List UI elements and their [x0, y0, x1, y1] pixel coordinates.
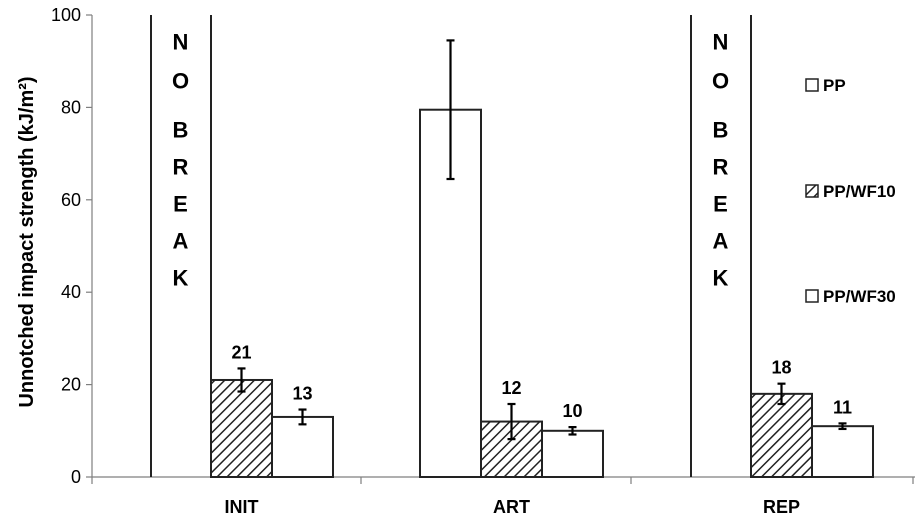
- bar-rep-pp-wf30: [811, 425, 874, 478]
- data-label: 13: [292, 384, 312, 404]
- no-break-letter: K: [173, 265, 189, 290]
- y-tick-label: 60: [61, 190, 81, 210]
- category-label-rep: REP: [763, 497, 800, 517]
- bar-art-pp-wf30: [541, 429, 604, 478]
- data-label: 10: [562, 401, 582, 421]
- no-break-letter: B: [713, 117, 729, 142]
- data-label: 11: [833, 397, 852, 417]
- category-label-art: ART: [493, 497, 530, 517]
- legend-label-pp-wf10: PP/WF10: [823, 182, 896, 201]
- data-label: 21: [231, 342, 251, 362]
- y-tick-label: 100: [51, 5, 81, 25]
- bar-rep-pp-wf10: [750, 392, 813, 478]
- bar-init-pp-wf30: [271, 415, 334, 479]
- no-break-letter: N: [713, 29, 729, 54]
- y-axis-label: Unnotched impact strength (kJ/m²): [16, 76, 38, 407]
- no-break-letter: A: [713, 228, 729, 253]
- legend-swatch-pp-wf30: [805, 289, 819, 303]
- legend-swatch-pp: [805, 78, 819, 92]
- no-break-letter: K: [713, 265, 729, 290]
- legend-label-pp-wf30: PP/WF30: [823, 287, 896, 306]
- no-break-letter: A: [173, 228, 189, 253]
- no-break-letter: N: [173, 29, 189, 54]
- data-label: 18: [771, 358, 791, 378]
- legend-label-pp: PP: [823, 76, 846, 95]
- y-tick-label: 80: [61, 97, 81, 117]
- category-label-init: INIT: [225, 497, 259, 517]
- no-break-letter: O: [712, 68, 729, 93]
- bar-init-pp-wf10: [210, 378, 273, 479]
- no-break-letter: E: [713, 191, 728, 216]
- y-tick-label: 0: [71, 467, 81, 487]
- no-break-letter: R: [173, 154, 189, 179]
- y-tick-label: 20: [61, 375, 81, 395]
- no-break-letter: E: [173, 191, 188, 216]
- legend-swatch-pp-wf10: [805, 184, 819, 198]
- no-break-letter: O: [172, 68, 189, 93]
- no-break-letter: R: [713, 154, 729, 179]
- data-label: 12: [501, 378, 521, 398]
- y-tick-label: 40: [61, 282, 81, 302]
- no-break-letter: B: [173, 117, 189, 142]
